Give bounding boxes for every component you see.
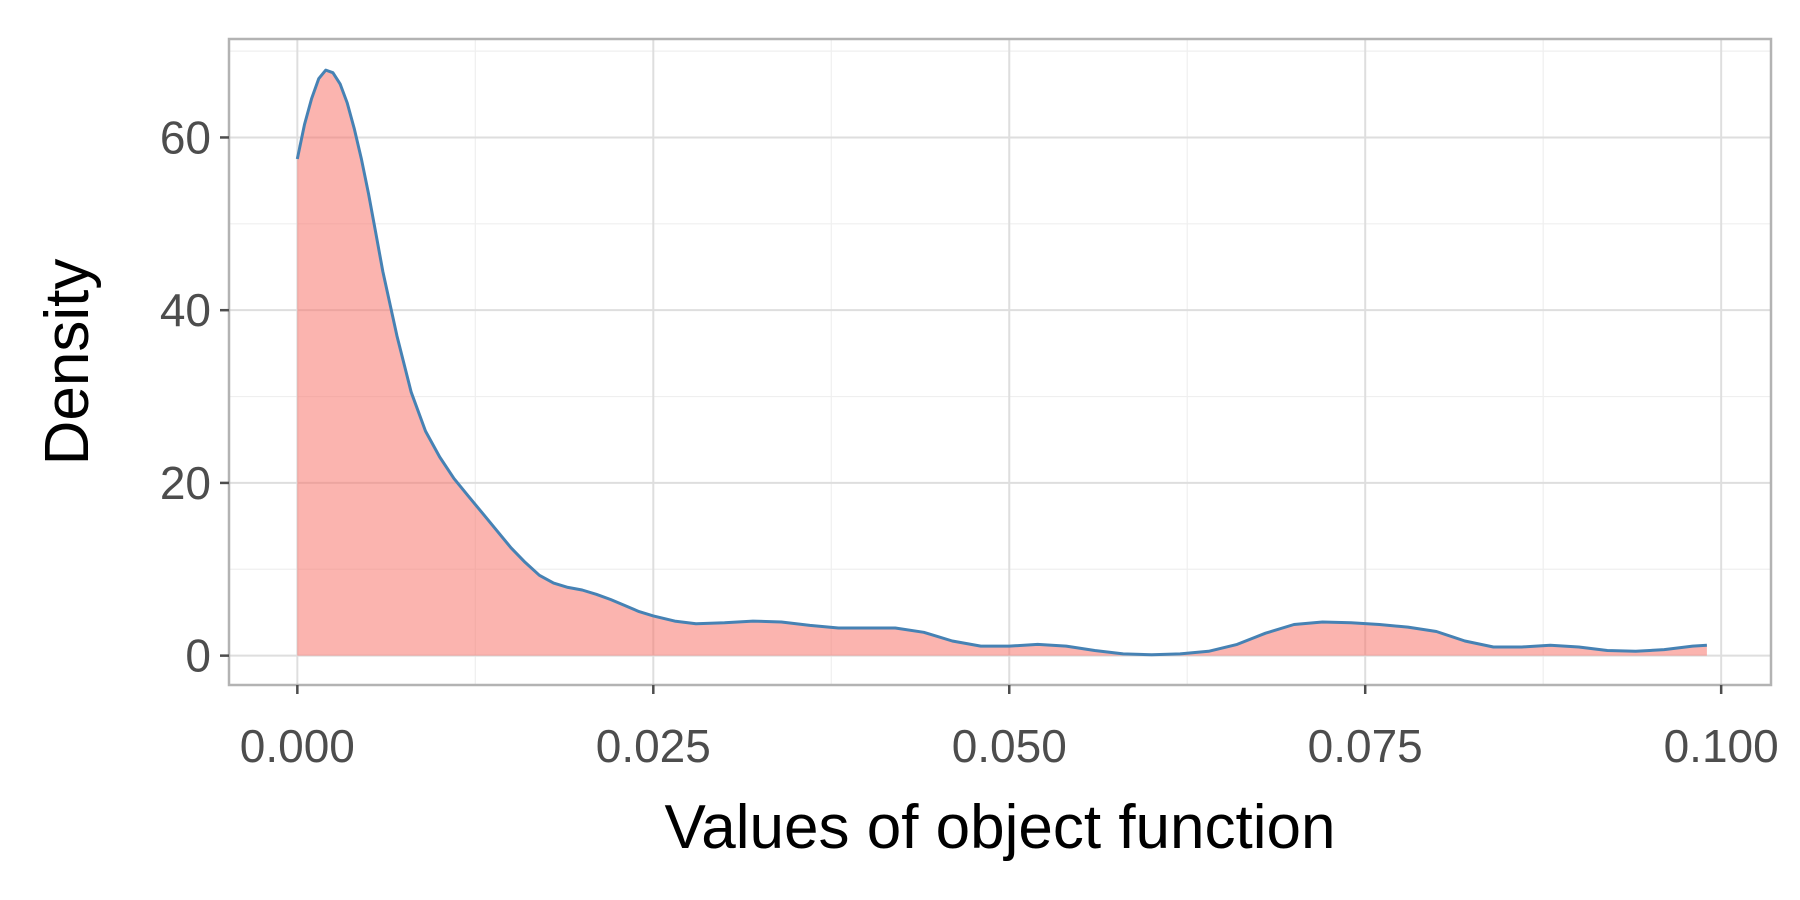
x-tick-label: 0.050 bbox=[952, 720, 1067, 772]
x-axis-title: Values of object function bbox=[665, 793, 1336, 862]
density-line bbox=[295, 68, 1707, 657]
major-gridlines bbox=[229, 39, 1771, 685]
y-axis-ticks: 0 20 40 60 bbox=[160, 111, 229, 682]
density-area-group bbox=[297, 70, 1707, 656]
x-tick-label: 0.100 bbox=[1664, 720, 1779, 772]
x-tick-label: 0.025 bbox=[596, 720, 711, 772]
y-tick-label: 0 bbox=[185, 630, 211, 682]
x-axis-ticks: 0.000 0.025 0.050 0.075 0.100 bbox=[240, 685, 1779, 772]
y-axis-title: Density bbox=[33, 259, 102, 466]
y-tick-label: 40 bbox=[160, 284, 211, 336]
x-tick-label: 0.000 bbox=[240, 720, 355, 772]
density-area bbox=[297, 70, 1707, 656]
y-tick-label: 60 bbox=[160, 111, 211, 163]
density-line-group bbox=[295, 68, 1707, 657]
x-tick-label: 0.075 bbox=[1308, 720, 1423, 772]
y-tick-label: 20 bbox=[160, 457, 211, 509]
panel-border bbox=[227, 37, 1773, 687]
